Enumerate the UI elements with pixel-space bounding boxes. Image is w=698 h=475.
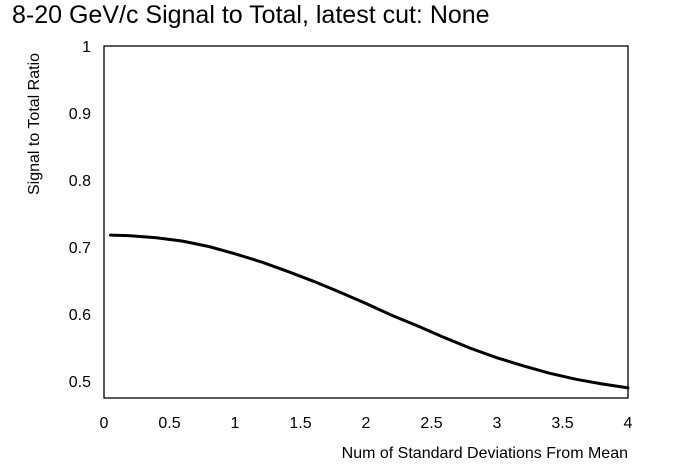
y-tick-label: 0.7 [69,240,91,257]
y-axis-label: Signal to Total Ratio [26,53,43,195]
y-tick-label: 0.5 [69,374,91,391]
y-tick-label: 1 [82,39,91,56]
y-axis-ticks: 0.5 0.6 0.7 0.8 0.9 1 [69,39,91,391]
x-tick-label: 2 [362,415,371,432]
y-tick-label: 0.6 [69,307,91,324]
x-tick-label: 3 [493,415,502,432]
x-tick-label: 4 [624,415,633,432]
x-tick-label: 3.5 [551,415,573,432]
x-tick-label: 1.5 [289,415,311,432]
x-tick-label: 2.5 [420,415,442,432]
plot-area-frame [103,45,629,399]
x-tick-label: 0.5 [158,415,180,432]
chart-title: 8-20 GeV/c Signal to Total, latest cut: … [12,1,490,29]
x-tick-label: 1 [231,415,240,432]
x-tick-label: 0 [100,415,109,432]
series-line [109,233,630,390]
y-tick-label: 0.8 [69,173,91,190]
x-axis-label: Num of Standard Deviations From Mean [342,445,628,462]
x-axis-ticks: 0 0.5 1 1.5 2 2.5 3 3.5 4 [100,415,633,432]
y-tick-label: 0.9 [69,106,91,123]
